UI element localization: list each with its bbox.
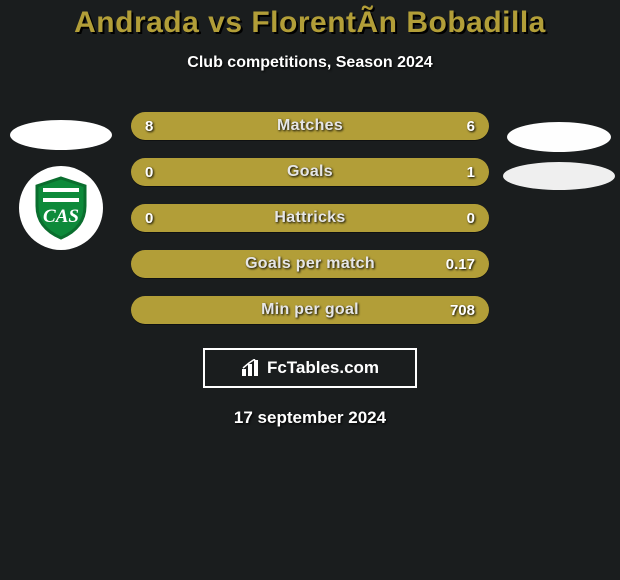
- fctables-link[interactable]: FcTables.com: [203, 348, 417, 388]
- right-player-column: [504, 122, 614, 190]
- stat-right-value: 708: [450, 302, 475, 319]
- player-avatar-placeholder: [507, 122, 611, 152]
- stat-row: 8 Matches 6: [131, 112, 489, 140]
- comparison-card: Andrada vs FlorentÃ­n Bobadilla Club com…: [0, 0, 620, 428]
- stat-label: Goals per match: [245, 255, 375, 273]
- stat-left-value: 0: [145, 164, 153, 181]
- shield-icon: CAS: [33, 176, 89, 240]
- stat-right-value: 0.17: [446, 256, 475, 273]
- stat-right-value: 1: [467, 164, 475, 181]
- stat-row: 0 Hattricks 0: [131, 204, 489, 232]
- fctables-label: FcTables.com: [267, 358, 379, 378]
- stat-label: Hattricks: [274, 209, 345, 227]
- stat-left-value: 8: [145, 118, 153, 135]
- stat-left-value: 0: [145, 210, 153, 227]
- stats-list: 8 Matches 6 0 Goals 1 0 Hattricks 0 Goal…: [131, 112, 489, 324]
- stat-label: Goals: [287, 163, 333, 181]
- stat-row: Min per goal 708: [131, 296, 489, 324]
- club-badge: CAS: [19, 166, 103, 250]
- stat-row: 0 Goals 1: [131, 158, 489, 186]
- stat-right-value: 6: [467, 118, 475, 135]
- stat-right-value: 0: [467, 210, 475, 227]
- player-avatar-placeholder: [10, 120, 112, 150]
- stat-label: Min per goal: [261, 301, 359, 319]
- left-player-column: CAS: [6, 120, 116, 250]
- bar-chart-icon: [241, 359, 261, 377]
- page-title: Andrada vs FlorentÃ­n Bobadilla: [0, 6, 620, 40]
- stat-label: Matches: [277, 117, 343, 135]
- date-label: 17 september 2024: [0, 408, 620, 428]
- stat-row: Goals per match 0.17: [131, 250, 489, 278]
- club-badge-placeholder: [503, 162, 615, 190]
- club-initials: CAS: [43, 206, 79, 227]
- subtitle: Club competitions, Season 2024: [0, 54, 620, 72]
